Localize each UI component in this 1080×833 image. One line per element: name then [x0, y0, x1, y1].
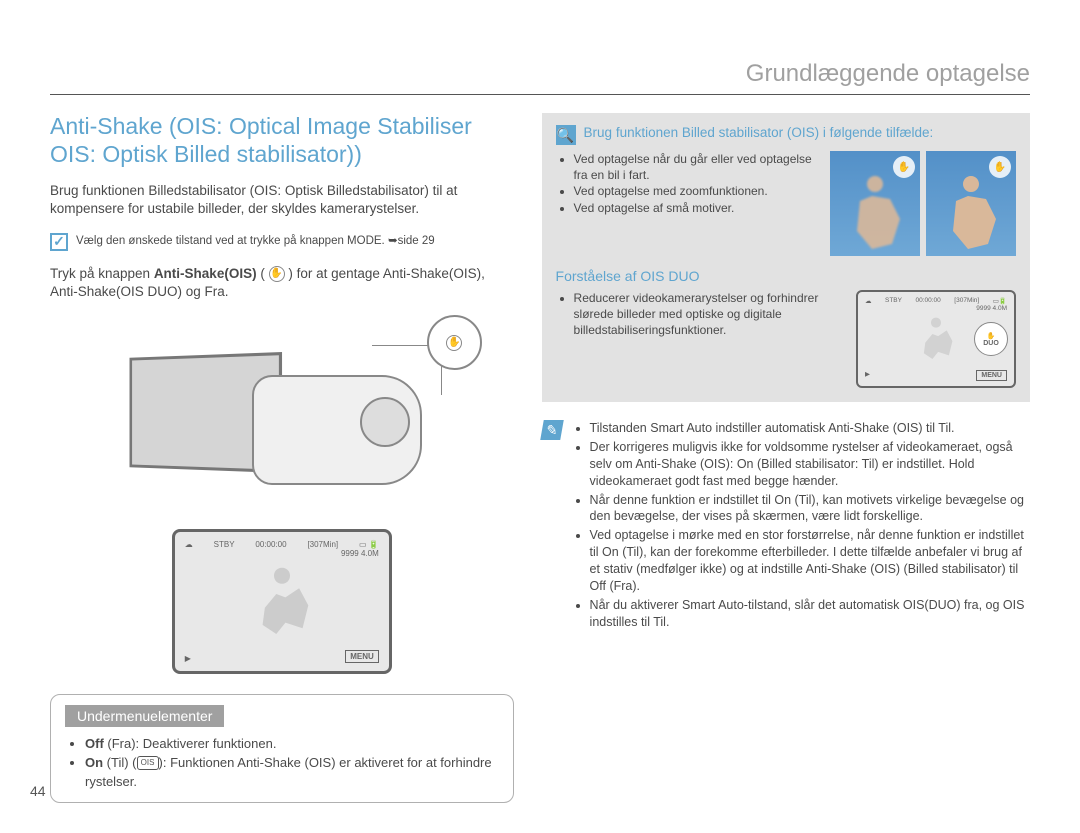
lcd-silhouette — [247, 562, 317, 642]
note-item: Der korrigeres muligvis ikke for voldsom… — [590, 439, 1030, 490]
camera-lens — [360, 397, 410, 447]
ois-badge-icon: OIS — [137, 756, 159, 770]
page-number: 44 — [30, 783, 46, 799]
step-text: Tryk på knappen Anti-Shake(OIS) ( ✋ ) fo… — [50, 265, 514, 301]
photo-sharp: ✋ — [926, 151, 1016, 256]
callout-circle: ✋ — [427, 315, 482, 370]
photo-blurred: ✋ — [830, 151, 920, 256]
ois-button-icon: ✋ — [446, 335, 462, 351]
notes-list: Tilstanden Smart Auto indstiller automat… — [572, 420, 1030, 633]
step-bold: Anti-Shake(OIS) — [154, 266, 257, 281]
usecase-box: 🔍 Brug funktionen Billed stabilisator (O… — [542, 113, 1030, 402]
note-item: Når denne funktion er indstillet til On … — [590, 492, 1030, 526]
check-icon: ✓ — [50, 233, 68, 251]
usecase-item: Ved optagelse med zoomfunktionen. — [574, 183, 818, 199]
step-pre: Tryk på knappen — [50, 266, 154, 281]
photo-comparison: ✋ ✋ — [830, 151, 1016, 256]
precheck-text: Vælg den ønskede tilstand ved at trykke … — [76, 233, 435, 247]
note-item: Ved optagelse i mørke med en stor forstø… — [590, 527, 1030, 595]
section-intro: Brug funktionen Billedstabilisator (OIS:… — [50, 182, 514, 218]
note-item: Når du aktiverer Smart Auto-tilstand, sl… — [590, 597, 1030, 631]
submenu-box: Undermenuelementer Off (Fra): Deaktivere… — [50, 694, 514, 803]
lcd-preview: ☁ STBY 00:00:00 [307Min] ▭ 🔋 9999 4.0M ▶… — [172, 529, 392, 674]
duo-badge-icon: ✋DUO — [974, 322, 1008, 356]
lcd-time: 00:00:00 — [255, 540, 286, 549]
hand-button-icon: ✋ — [269, 266, 285, 282]
play-icon: ▶ — [185, 654, 191, 663]
magnifier-icon: 🔍 — [556, 125, 576, 145]
chapter-title: Grundlæggende optagelse — [50, 60, 1030, 95]
usecase-item: Ved optagelse når du går eller ved optag… — [574, 151, 818, 183]
menu-button: MENU — [345, 650, 379, 663]
lcd-remain: [307Min] — [307, 540, 338, 549]
duo-lcd-preview: ☁STBY00:00:00[307Min]▭🔋 9999 4.0M ✋DUO ▶… — [856, 290, 1016, 388]
step-post: ( — [257, 266, 269, 281]
note-item: Tilstanden Smart Auto indstiller automat… — [590, 420, 1030, 437]
lcd-res: 9999 4.0M — [185, 549, 379, 558]
oisduo-list: Reducerer videokamerarystelser og forhin… — [556, 290, 844, 339]
submenu-item-off: Off (Fra): Deaktiverer funktionen. — [85, 735, 499, 754]
submenu-title: Undermenuelementer — [65, 705, 224, 727]
camera-illustration: ✋ — [82, 315, 482, 515]
precheck-note: ✓ Vælg den ønskede tilstand ved at trykk… — [50, 233, 514, 251]
oisduo-item: Reducerer videokamerarystelser og forhin… — [574, 290, 844, 339]
play-icon: ▶ — [865, 370, 870, 381]
usecase-list: Ved optagelse når du går eller ved optag… — [556, 151, 818, 216]
lcd-stby: STBY — [214, 540, 235, 549]
section-heading: Anti-Shake (OIS: Optical Image Stabilise… — [50, 113, 514, 168]
submenu-item-on: On (Til) (OIS): Funktionen Anti-Shake (O… — [85, 754, 499, 792]
usecase-item: Ved optagelse af små motiver. — [574, 200, 818, 216]
menu-button: MENU — [976, 370, 1007, 381]
oisduo-header: Forståelse af OIS DUO — [556, 268, 1016, 284]
usecase-header: Brug funktionen Billed stabilisator (OIS… — [584, 125, 934, 140]
notes-block: ✎ Tilstanden Smart Auto indstiller autom… — [542, 420, 1030, 633]
duo-silhouette — [914, 314, 959, 364]
note-icon: ✎ — [540, 420, 564, 440]
